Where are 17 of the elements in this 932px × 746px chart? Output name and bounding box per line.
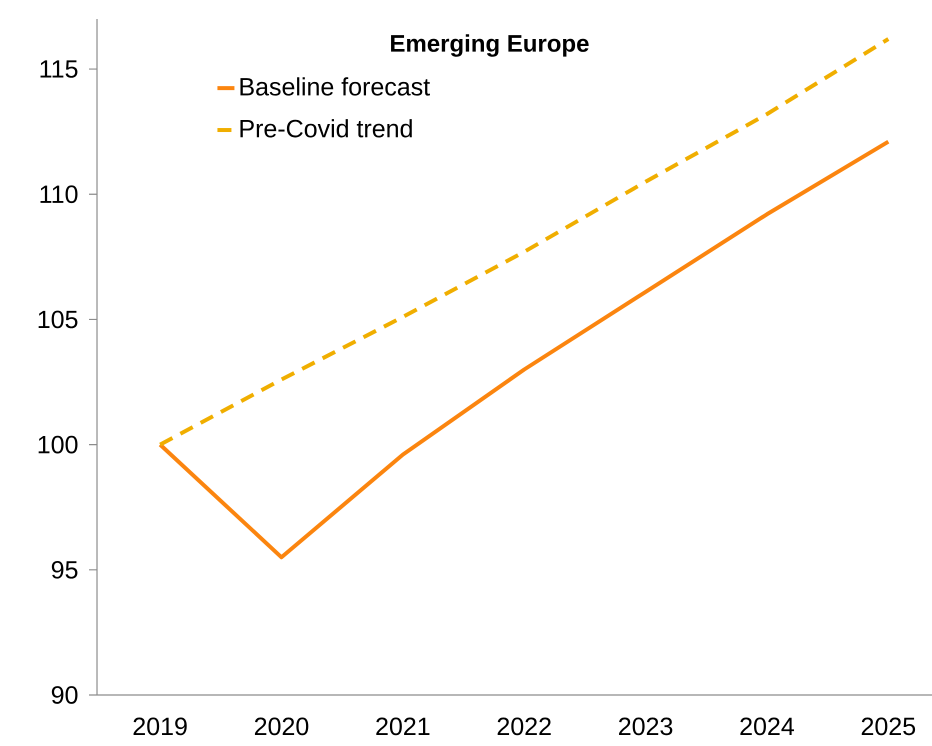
text: Emerging Europe <box>391 34 589 57</box>
x-tick-label: 2021 <box>376 718 430 736</box>
y-tick-label: 110 <box>40 185 78 204</box>
legend-label: Baseline forecast <box>240 77 430 96</box>
x-tick-label: 2024 <box>740 718 794 736</box>
y-tick-label: 100 <box>38 436 78 454</box>
line-series <box>158 140 890 560</box>
y-tick-label: 95 <box>52 560 78 579</box>
y-tick-label: 90 <box>52 686 78 704</box>
legend-label: Pre-Covid trend <box>240 119 412 138</box>
y-tick-label: 105 <box>38 310 78 328</box>
x-tick-label: 2019 <box>134 718 187 736</box>
x-tick-label: 2022 <box>498 718 551 736</box>
x-tick-label: 2020 <box>254 718 308 736</box>
y-tick-label: 115 <box>40 60 78 78</box>
x-tick-label: 2025 <box>862 718 916 736</box>
x-tick-label: 2023 <box>619 718 672 736</box>
